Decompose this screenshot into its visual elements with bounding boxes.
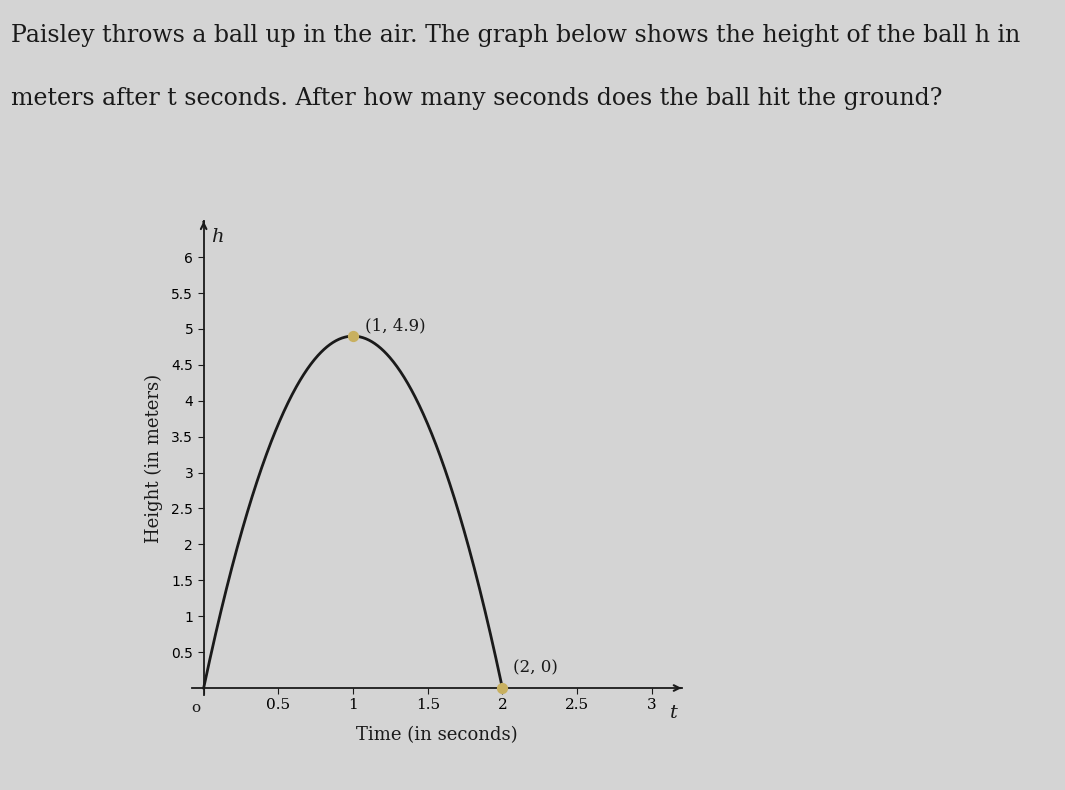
Text: (2, 0): (2, 0) xyxy=(513,659,558,676)
Point xyxy=(344,329,361,342)
Text: h: h xyxy=(211,228,224,246)
Text: o: o xyxy=(192,701,200,715)
Point xyxy=(494,682,511,694)
Text: Paisley throws a ball up in the air. The graph below shows the height of the bal: Paisley throws a ball up in the air. The… xyxy=(11,24,1020,47)
Y-axis label: Height (in meters): Height (in meters) xyxy=(145,374,163,543)
X-axis label: Time (in seconds): Time (in seconds) xyxy=(356,726,518,744)
Text: t: t xyxy=(670,704,678,722)
Text: meters after t seconds. After how many seconds does the ball hit the ground?: meters after t seconds. After how many s… xyxy=(11,87,943,110)
Text: (1, 4.9): (1, 4.9) xyxy=(365,318,426,334)
